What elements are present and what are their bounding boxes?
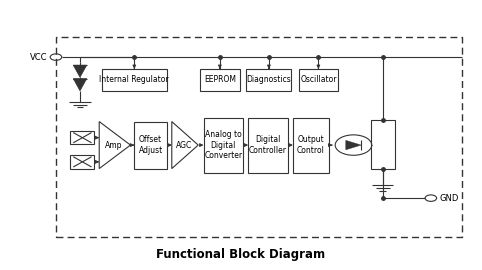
Polygon shape	[172, 122, 198, 168]
Text: Offset
Adjust: Offset Adjust	[138, 135, 163, 155]
Text: Functional Block Diagram: Functional Block Diagram	[157, 248, 325, 261]
Polygon shape	[73, 65, 87, 77]
Bar	[203, 117, 243, 173]
Text: Output
Control: Output Control	[297, 135, 325, 155]
Text: Oscillator: Oscillator	[300, 75, 336, 84]
Text: EEPROM: EEPROM	[204, 75, 236, 84]
Bar	[134, 122, 167, 168]
Text: AGC: AGC	[175, 141, 192, 150]
Text: Internal Regulator: Internal Regulator	[99, 75, 169, 84]
Bar	[246, 69, 292, 91]
Polygon shape	[73, 79, 87, 91]
Text: Analog to
Digital
Converter: Analog to Digital Converter	[204, 130, 242, 160]
Polygon shape	[99, 122, 131, 168]
Bar	[70, 131, 94, 144]
Text: GND: GND	[440, 194, 459, 202]
Bar	[248, 117, 288, 173]
Bar	[70, 155, 94, 168]
Text: Amp: Amp	[105, 141, 122, 150]
Bar	[56, 37, 462, 237]
Text: Diagnostics: Diagnostics	[246, 75, 291, 84]
Bar	[102, 69, 166, 91]
Bar	[299, 69, 338, 91]
Text: VCC: VCC	[30, 53, 47, 62]
Bar	[293, 117, 329, 173]
Bar	[371, 120, 395, 169]
Bar	[200, 69, 240, 91]
Text: Digital
Controller: Digital Controller	[249, 135, 287, 155]
Polygon shape	[346, 140, 361, 150]
